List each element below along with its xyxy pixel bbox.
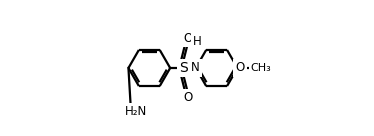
Text: S: S bbox=[179, 61, 188, 75]
Text: H₂N: H₂N bbox=[125, 105, 147, 118]
Text: H: H bbox=[193, 35, 202, 48]
Text: CH₃: CH₃ bbox=[250, 63, 271, 73]
Text: O: O bbox=[183, 91, 192, 104]
Text: O: O bbox=[183, 32, 192, 45]
Text: N: N bbox=[191, 61, 200, 75]
Text: O: O bbox=[236, 61, 245, 75]
